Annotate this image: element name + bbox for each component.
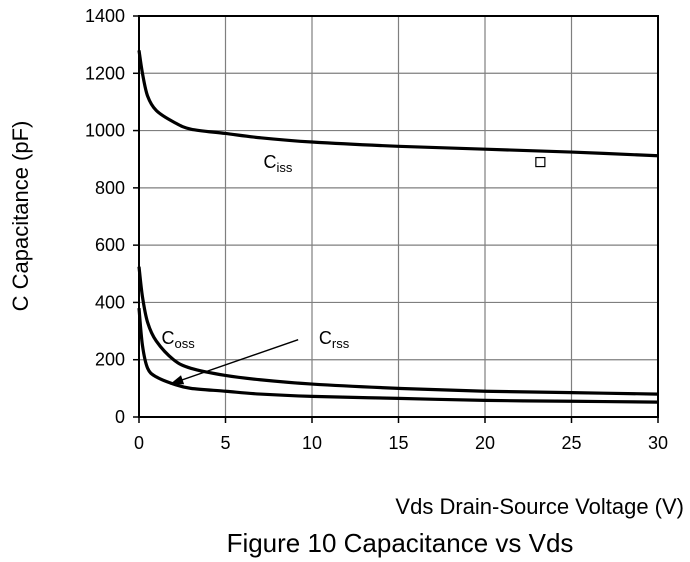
y-tick-label: 400 <box>95 292 125 312</box>
plot-frame <box>138 15 659 418</box>
x-tick-label: 0 <box>134 433 144 453</box>
y-tick-label: 1200 <box>85 63 125 83</box>
x-tick-label: 25 <box>561 433 581 453</box>
series-label-crss: Crss <box>319 328 350 351</box>
series-line-coss <box>137 266 659 396</box>
x-tick-label: 5 <box>220 433 230 453</box>
y-tick-label: 1000 <box>85 121 125 141</box>
series-label-coss: Coss <box>161 328 195 351</box>
y-tick-label: 800 <box>95 178 125 198</box>
series-labels: Ciss Coss Crss <box>161 152 349 351</box>
y-tick-label: 200 <box>95 350 125 370</box>
x-tick-label: 30 <box>648 433 668 453</box>
crss-arrow-shaft <box>169 339 299 385</box>
series-label-ciss: Ciss <box>264 152 293 175</box>
y-tick-labels: 0 200 400 600 800 1000 1200 1400 <box>85 6 125 427</box>
x-tick-label: 20 <box>475 433 495 453</box>
x-axis-title: Vds Drain-Source Voltage (V) <box>395 494 684 519</box>
series-lines <box>137 50 659 404</box>
series-line-crss <box>137 308 659 404</box>
y-tick-label: 0 <box>115 407 125 427</box>
square-marker <box>535 156 546 168</box>
y-tick-label: 1400 <box>85 6 125 26</box>
crss-arrow-head <box>170 375 185 385</box>
x-tick-label: 10 <box>302 433 322 453</box>
x-tick-label: 15 <box>388 433 408 453</box>
y-axis-title: C Capacitance (pF) <box>8 121 33 312</box>
y-tick-label: 600 <box>95 235 125 255</box>
figure-caption: Figure 10 Capacitance vs Vds <box>227 528 574 558</box>
x-tick-labels: 0 5 10 15 20 25 30 <box>134 433 668 453</box>
annotations <box>169 156 546 385</box>
grid <box>133 15 659 423</box>
series-line-ciss <box>137 50 659 158</box>
